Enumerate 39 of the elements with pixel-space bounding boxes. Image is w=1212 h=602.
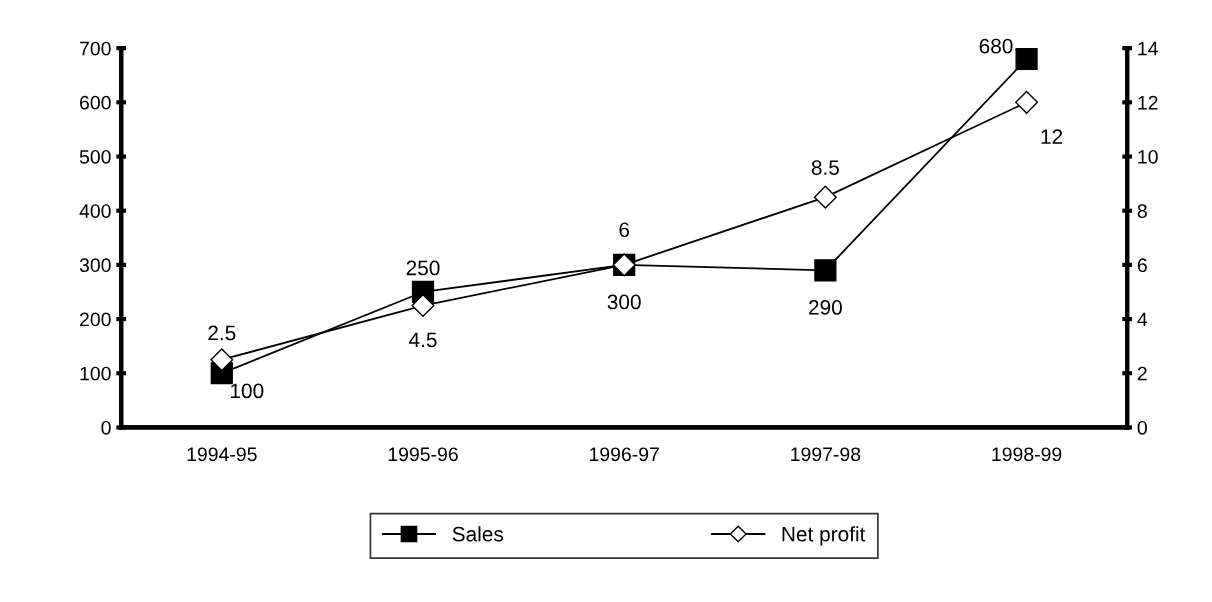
point bbox=[1015, 90, 1039, 114]
y-tick-label: 600 bbox=[80, 95, 111, 110]
y-tick-label: 300 bbox=[79, 258, 111, 273]
y-tick-label: 700 bbox=[80, 41, 111, 56]
data-label: 12 bbox=[1041, 129, 1063, 144]
y-tick-label: 400 bbox=[79, 204, 111, 218]
point bbox=[814, 259, 837, 282]
legend-label: Sales bbox=[452, 526, 504, 542]
y-tick-label: 0 bbox=[101, 420, 111, 435]
y2-tick-label: 0 bbox=[1137, 420, 1147, 435]
x-tick-label: 1994-95 bbox=[187, 447, 257, 462]
data-label: 250 bbox=[406, 260, 440, 276]
y2-tick-label: 14 bbox=[1138, 41, 1158, 56]
y2-tick-label: 4 bbox=[1137, 312, 1148, 327]
point bbox=[411, 294, 435, 318]
y2-tick-label: 2 bbox=[1137, 366, 1147, 381]
data-label: 300 bbox=[607, 294, 641, 310]
x-tick-label: 1998-99 bbox=[992, 447, 1062, 462]
y2-tick-label: 12 bbox=[1138, 95, 1158, 110]
x-tick-label: 1997-98 bbox=[791, 447, 861, 462]
point bbox=[1015, 47, 1038, 71]
y2-tick-label: 10 bbox=[1138, 149, 1158, 164]
y-tick-label: 100 bbox=[80, 366, 111, 381]
data-label: 2.5 bbox=[208, 325, 236, 341]
x-tick-label: 1996-97 bbox=[589, 447, 659, 462]
data-label: 290 bbox=[809, 300, 842, 315]
data-label: 8.5 bbox=[811, 160, 839, 175]
y-tick-label: 200 bbox=[80, 312, 111, 327]
point bbox=[210, 348, 234, 372]
data-label: 6 bbox=[619, 222, 630, 238]
legend-label: Net profit bbox=[782, 526, 866, 546]
y2-tick-label: 6 bbox=[1137, 258, 1147, 273]
y2-tick-label: 8 bbox=[1137, 204, 1147, 218]
data-label: 4.5 bbox=[408, 332, 437, 348]
x-tick-label: 1995-96 bbox=[388, 447, 458, 462]
y-tick-label: 500 bbox=[79, 149, 111, 164]
point bbox=[813, 185, 837, 209]
data-label: 100 bbox=[231, 383, 264, 399]
data-label: 680 bbox=[979, 38, 1013, 54]
